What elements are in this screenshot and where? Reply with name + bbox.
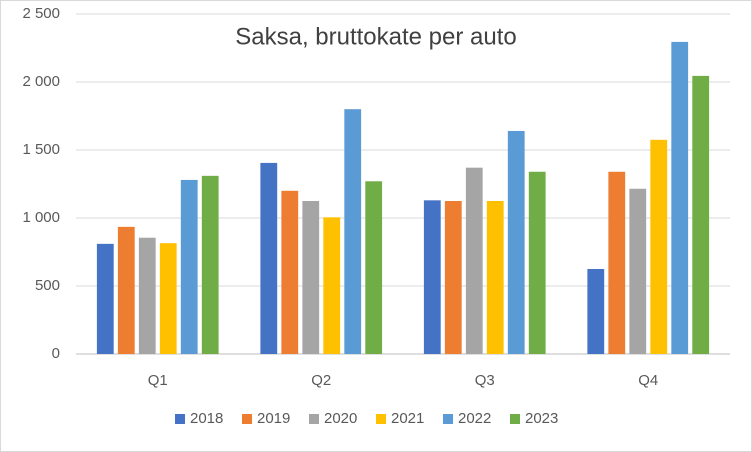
bar [629, 188, 647, 354]
y-tick-label: 2 500 [22, 5, 60, 22]
bar [138, 237, 156, 354]
x-tick-label: Q4 [638, 372, 658, 389]
legend-label: 2020 [324, 410, 357, 427]
y-tick-label: 0 [52, 345, 60, 362]
legend-label: 2019 [257, 410, 290, 427]
bar [465, 167, 483, 354]
legend-swatch [309, 414, 319, 424]
bar [302, 201, 320, 354]
chart-title: Saksa, bruttokate per auto [235, 23, 517, 50]
y-tick-label: 1 500 [22, 141, 60, 158]
y-tick-label: 2 000 [22, 73, 60, 90]
bar [96, 243, 114, 354]
bar [159, 243, 177, 354]
legend-swatch [443, 414, 453, 424]
bar [323, 217, 341, 354]
legend-swatch [510, 414, 520, 424]
x-tick-label: Q3 [475, 372, 495, 389]
bar [444, 201, 462, 354]
bar [117, 226, 135, 354]
bar [365, 181, 383, 354]
legend-swatch [175, 414, 185, 424]
x-tick-label: Q2 [311, 372, 331, 389]
bar [650, 139, 668, 354]
legend-label: 2023 [525, 410, 558, 427]
legend-swatch [242, 414, 252, 424]
legend-swatch [376, 414, 386, 424]
legend-label: 2021 [391, 410, 424, 427]
bar [486, 201, 504, 354]
bar [201, 175, 219, 354]
bar [528, 171, 546, 354]
bar [281, 190, 299, 354]
bar [608, 171, 626, 354]
bar [423, 200, 441, 354]
legend-label: 2018 [190, 410, 223, 427]
bar [587, 269, 605, 354]
bar [180, 179, 198, 354]
legend-label: 2022 [458, 410, 491, 427]
y-tick-label: 500 [35, 277, 60, 294]
bar [692, 75, 710, 354]
y-tick-label: 1 000 [22, 209, 60, 226]
bar [344, 109, 362, 354]
x-tick-label: Q1 [148, 372, 168, 389]
bar [671, 41, 689, 354]
bar [507, 130, 525, 354]
bar [260, 162, 278, 354]
